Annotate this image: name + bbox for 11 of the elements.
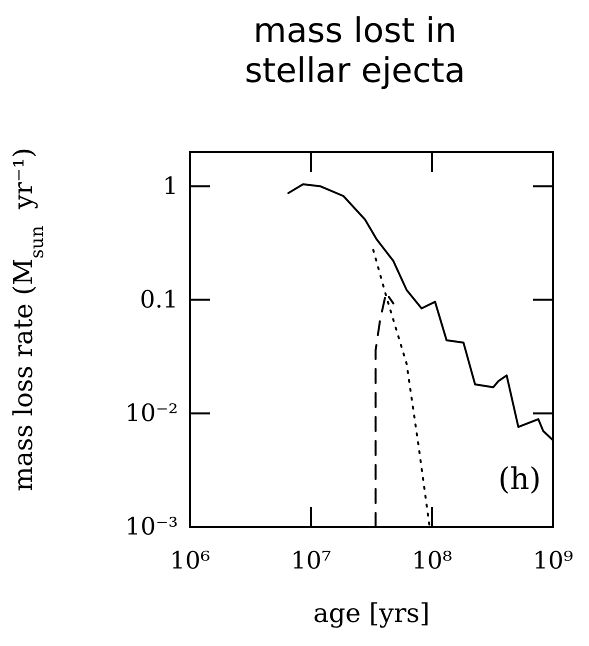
x-tick-label: 10⁷	[290, 546, 332, 575]
y-tick-label: 10⁻²	[125, 399, 178, 428]
y-tick-label: 1	[162, 172, 178, 200]
x-axis-title: age [yrs]	[313, 599, 430, 629]
annotation: (h)	[498, 462, 541, 497]
x-tick-label: 10⁶	[170, 546, 210, 575]
y-tick-label: 0.1	[140, 285, 178, 314]
x-tick-label: 10⁸	[412, 546, 452, 575]
y-tick-label: 10⁻³	[125, 512, 178, 541]
x-tick-label: 10⁹	[532, 546, 574, 575]
chart-title: mass lost in stellar ejecta	[244, 11, 466, 91]
